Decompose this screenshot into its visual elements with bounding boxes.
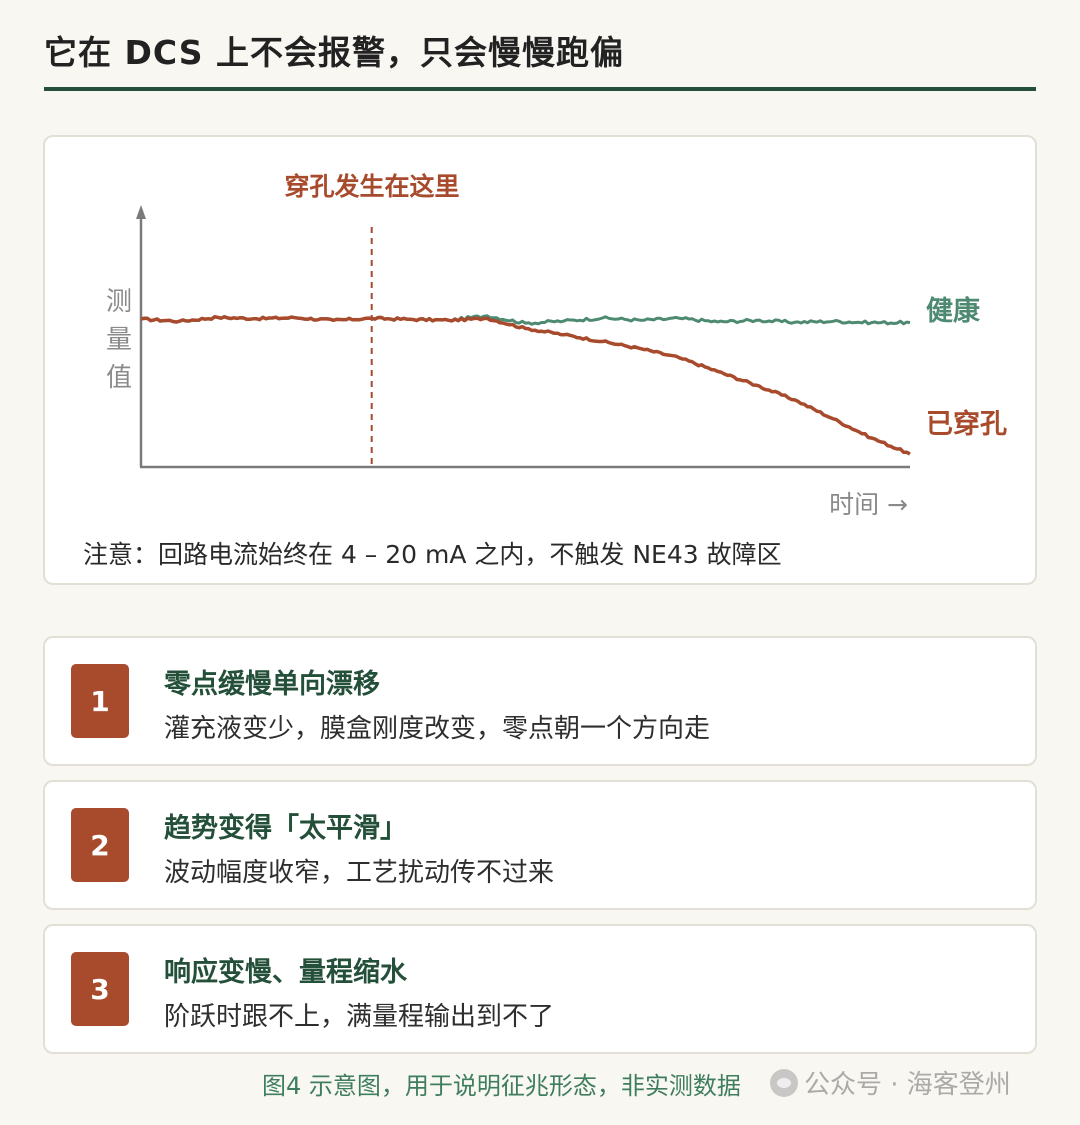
feature-card: 3 响应变慢、量程缩水 阶跃时跟不上，满量程输出到不了 bbox=[43, 924, 1037, 1054]
y-label-char: 量 bbox=[106, 325, 132, 355]
feature-desc: 阶跃时跟不上，满量程输出到不了 bbox=[164, 1002, 555, 1032]
feature-desc: 灌充液变少，膜盒刚度改变，零点朝一个方向走 bbox=[164, 714, 711, 744]
x-axis-label: 时间 → bbox=[829, 490, 908, 519]
number-badge: 3 bbox=[71, 952, 129, 1026]
title-rule bbox=[44, 87, 1036, 91]
feature-title: 响应变慢、量程缩水 bbox=[164, 957, 407, 988]
chart-note: 注意：回路电流始终在 4 – 20 mA 之内，不触发 NE43 故障区 bbox=[83, 540, 782, 569]
y-axis-arrow-icon bbox=[136, 205, 146, 219]
feature-card: 2 趋势变得「太平滑」 波动幅度收窄，工艺扰动传不过来 bbox=[43, 780, 1037, 910]
chart-card: 测 量 值 时间 → 穿孔发生在这里 健康 已穿孔 注意：回路电流始终在 4 –… bbox=[43, 135, 1037, 585]
symptom-chart: 测 量 值 时间 → 穿孔发生在这里 健康 已穿孔 bbox=[106, 172, 1007, 519]
page-title: 它在 DCS 上不会报警，只会慢慢跑偏 bbox=[44, 33, 624, 72]
feature-title: 零点缓慢单向漂移 bbox=[164, 669, 380, 700]
figure-caption: 图4 示意图，用于说明征兆形态，非实测数据 bbox=[262, 1072, 741, 1100]
series-label-perforated: 已穿孔 bbox=[926, 408, 1007, 440]
series-line-perforated bbox=[140, 315, 911, 456]
y-label-char: 测 bbox=[106, 287, 132, 317]
watermark-text: 公众号 · 海客登州 bbox=[804, 1070, 1011, 1100]
event-marker-label: 穿孔发生在这里 bbox=[284, 172, 459, 201]
y-label-char: 值 bbox=[106, 363, 132, 393]
number-badge: 2 bbox=[71, 808, 129, 882]
feature-desc: 波动幅度收窄，工艺扰动传不过来 bbox=[164, 858, 555, 888]
number-badge: 1 bbox=[71, 664, 129, 738]
feature-card: 1 零点缓慢单向漂移 灌充液变少，膜盒刚度改变，零点朝一个方向走 bbox=[43, 636, 1037, 766]
wechat-icon bbox=[770, 1068, 798, 1097]
feature-title: 趋势变得「太平滑」 bbox=[164, 813, 407, 844]
watermark: 公众号 · 海客登州 bbox=[770, 1064, 1011, 1101]
series-label-healthy: 健康 bbox=[926, 295, 981, 327]
